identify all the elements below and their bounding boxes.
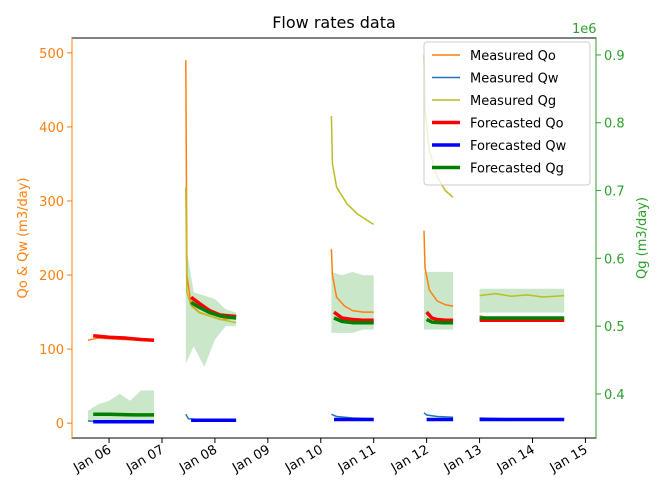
x-axis-tick-label: Jan 15 — [547, 442, 591, 476]
series-forecasted-qo-segment-3 — [332, 310, 374, 322]
legend-label-forecasted-qo: Forecasted Qo — [470, 117, 564, 132]
legend-label-measured-qg: Measured Qg — [470, 94, 556, 109]
qg-range-bands — [87, 244, 565, 422]
x-axis-tick-label: Jan 13 — [441, 442, 485, 476]
left-axis-tick-label: 300 — [39, 195, 64, 210]
right-axis-tick-label: 0.5 — [604, 320, 625, 335]
left-axis-tick-label: 100 — [39, 343, 64, 358]
series-forecasted-qg-segment-1 — [93, 412, 154, 417]
legend-box — [423, 41, 591, 186]
left-axis-tick-label: 500 — [39, 47, 64, 62]
legend-label-forecasted-qg: Forecasted Qg — [470, 162, 564, 177]
left-axis-tick-label: 200 — [39, 269, 64, 284]
series-forecasted-qo-segment-4 — [425, 310, 454, 322]
right-axis-tick-label: 0.6 — [604, 252, 625, 267]
legend-label-measured-qo: Measured Qo — [470, 49, 556, 64]
series-measured-qg-segment-4 — [479, 292, 565, 298]
x-axis-tick-label: Jan 07 — [123, 442, 167, 476]
x-axis-tick-label: Jan 09 — [229, 442, 273, 476]
series-measured-qo-segment-2 — [185, 60, 237, 321]
qg-range-band-5 — [479, 288, 565, 313]
x-axis-tick-label: Jan 06 — [70, 442, 114, 476]
series-forecasted-qw — [93, 417, 565, 424]
series-forecasted-qg — [93, 300, 565, 417]
right-axis-offset-label: 1e6 — [572, 22, 597, 37]
right-axis-tick-label: 0.4 — [604, 388, 625, 403]
left-axis-tick-label: 400 — [39, 121, 64, 136]
x-axis-tick-label: Jan 08 — [176, 442, 220, 476]
chart-title: Flow rates data — [272, 13, 396, 32]
left-axis-tick-label: 0 — [56, 417, 64, 432]
series-measured-qw-segment-4 — [423, 412, 454, 419]
series-forecasted-qg-segment-2 — [190, 300, 237, 320]
series-forecasted-qo-segment-1 — [93, 334, 155, 342]
legend-label-measured-qw: Measured Qw — [470, 72, 559, 87]
right-axis-tick-label: 0.7 — [604, 185, 625, 200]
series-measured-qo-segment-3 — [330, 249, 374, 313]
legend: Measured Qo Measured Qw Measured Qg Forecas… — [423, 41, 591, 186]
series-forecasted-qg-segment-4 — [425, 317, 454, 325]
x-axis-tick-label: Jan 12 — [388, 442, 432, 476]
qg-range-band-2 — [185, 244, 237, 367]
x-axis-tick-label: Jan 10 — [282, 442, 326, 476]
right-axis-tick-label: 0.9 — [604, 49, 625, 64]
right-axis-tick-label: 0.8 — [604, 117, 625, 132]
left-axis-label: Qo & Qw (m3/day) — [16, 178, 31, 299]
legend-label-forecasted-qw: Forecasted Qw — [470, 139, 567, 154]
series-measured-qg-segment-1 — [185, 187, 237, 324]
x-axis-tick-label: Jan 11 — [335, 442, 379, 476]
right-axis-label: Qg (m3/day) — [635, 197, 650, 279]
x-axis-tick-label: Jan 14 — [494, 442, 538, 476]
series-measured-qg-segment-2 — [330, 115, 375, 226]
series-forecasted-qg-segment-3 — [333, 316, 374, 325]
series-measured-qo-segment-4 — [423, 230, 454, 307]
